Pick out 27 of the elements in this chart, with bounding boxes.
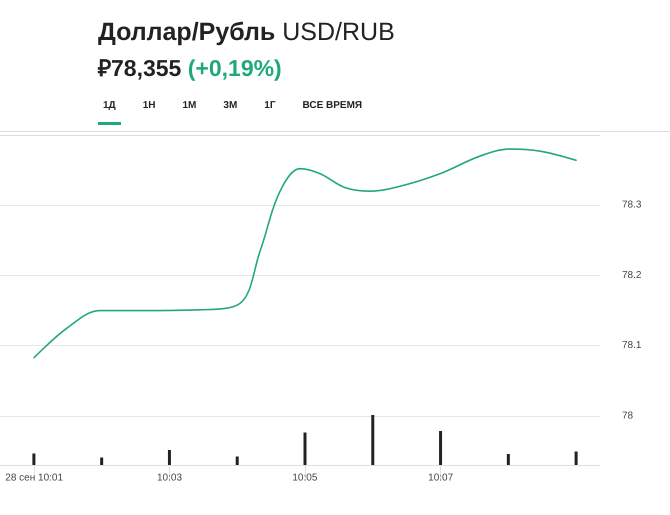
y-tick-label: 78.3	[622, 200, 642, 211]
line-series	[33, 148, 577, 358]
text: 1М	[181, 100, 198, 113]
y-tick-label: 78.1	[622, 340, 642, 352]
text: 1Д	[98, 100, 121, 125]
chart-title: Доллар/Рубль	[98, 18, 276, 46]
bar	[100, 458, 104, 465]
text: ₽78,355 (+0,19%)	[98, 54, 283, 83]
text: 1Г	[263, 100, 277, 113]
bar	[574, 452, 578, 465]
bar	[506, 454, 510, 465]
text: ВСЕ ВРЕМЯ	[302, 100, 364, 113]
x-tick-label: 28 сен 10:01	[5, 472, 64, 484]
y-tick-label: 78	[622, 410, 634, 422]
text: 3М	[222, 100, 238, 113]
chart-subtitle: USD/RUB	[282, 18, 395, 46]
bar	[304, 432, 306, 465]
bar	[168, 450, 171, 465]
x-tick-label: 10:05	[292, 472, 318, 484]
bar	[32, 454, 36, 465]
bar	[236, 456, 239, 465]
x-tick-label: 10:07	[428, 472, 454, 484]
bar	[371, 415, 374, 465]
y-tick-label: 78.2	[622, 270, 642, 281]
bar	[439, 431, 442, 465]
x-tick-label: 10:03	[156, 472, 182, 484]
text: 1Н	[142, 100, 156, 113]
